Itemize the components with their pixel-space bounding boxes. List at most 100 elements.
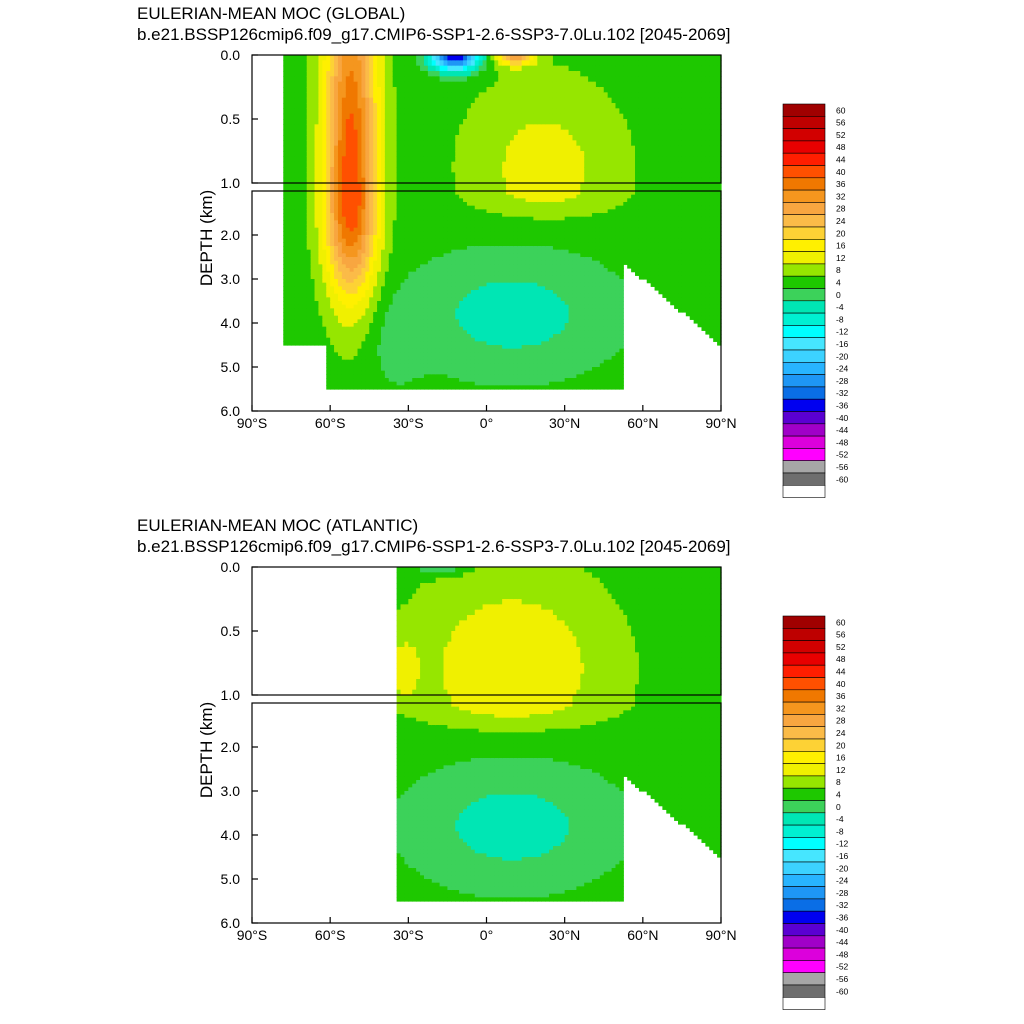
field-cell xyxy=(416,374,421,379)
field-cell xyxy=(345,55,351,61)
field-cell xyxy=(439,304,445,309)
field-cell xyxy=(416,260,421,265)
field-cell xyxy=(412,129,417,136)
field-cell xyxy=(494,235,499,240)
field-cell xyxy=(463,202,468,207)
field-cell xyxy=(334,282,339,287)
field-cell xyxy=(314,202,320,207)
field-cell xyxy=(291,242,296,247)
field-cell xyxy=(463,235,468,240)
field-cell xyxy=(431,268,437,273)
field-cell xyxy=(509,183,515,196)
field-cell xyxy=(377,323,382,328)
field-cell xyxy=(447,108,452,115)
field-cell xyxy=(392,378,398,383)
field-cell xyxy=(506,286,511,291)
field-cell xyxy=(373,356,378,361)
field-cell xyxy=(291,275,296,280)
field-cell xyxy=(283,156,288,163)
field-cell xyxy=(334,381,339,386)
field-cell xyxy=(388,140,394,147)
field-cell xyxy=(447,286,452,291)
field-cell xyxy=(294,167,300,173)
field-cell xyxy=(455,55,460,61)
field-cell xyxy=(361,92,366,99)
field-cell xyxy=(322,113,327,120)
field-cell xyxy=(478,293,484,298)
field-cell xyxy=(521,275,527,280)
field-cell xyxy=(470,268,476,273)
field-cell xyxy=(439,359,445,364)
field-cell xyxy=(435,103,441,109)
field-cell xyxy=(283,297,288,302)
field-cell xyxy=(521,242,527,247)
field-cell xyxy=(322,246,327,251)
field-cell xyxy=(416,108,421,115)
field-cell xyxy=(470,76,476,83)
field-cell xyxy=(470,194,476,199)
field-cell xyxy=(451,286,456,291)
field-cell xyxy=(416,124,421,131)
field-cell xyxy=(486,352,492,357)
field-cell xyxy=(443,205,449,210)
field-cell xyxy=(408,385,413,390)
field-cell xyxy=(420,140,425,147)
field-cell xyxy=(361,55,366,61)
field-cell xyxy=(431,55,437,61)
field-cell xyxy=(525,374,531,379)
field-cell xyxy=(306,337,312,342)
field-cell xyxy=(326,341,331,346)
field-cell xyxy=(451,312,456,317)
field-cell xyxy=(463,319,468,324)
field-cell xyxy=(396,119,402,125)
field-cell xyxy=(533,167,538,173)
field-cell xyxy=(361,97,366,104)
field-cell xyxy=(474,224,480,229)
field-cell xyxy=(330,172,335,179)
field-cell xyxy=(337,209,343,214)
field-cell xyxy=(334,341,339,346)
field-cell xyxy=(314,87,320,93)
field-cell xyxy=(533,253,538,258)
field-cell xyxy=(310,337,316,342)
field-cell xyxy=(463,198,468,203)
field-cell xyxy=(345,231,351,236)
field-cell xyxy=(533,367,538,372)
field-cell xyxy=(291,65,296,72)
field-cell xyxy=(447,172,452,179)
field-cell xyxy=(396,268,402,273)
field-cell xyxy=(412,202,417,207)
field-cell xyxy=(380,290,386,295)
field-cell xyxy=(302,97,308,104)
field-cell xyxy=(298,216,304,221)
field-cell xyxy=(400,246,406,251)
field-cell xyxy=(388,92,394,99)
field-cell xyxy=(447,282,452,287)
field-cell xyxy=(298,224,304,229)
field-cell xyxy=(384,315,390,320)
field-cell xyxy=(353,275,359,280)
field-cell xyxy=(427,271,433,276)
field-cell xyxy=(361,352,366,357)
field-cell xyxy=(431,145,437,152)
field-cell xyxy=(341,167,347,173)
field-cell xyxy=(326,381,331,386)
field-cell xyxy=(314,242,320,247)
field-cell xyxy=(384,76,390,83)
field-cell xyxy=(326,275,331,280)
field-cell xyxy=(392,367,398,372)
field-cell xyxy=(326,348,331,353)
field-cell xyxy=(533,227,538,232)
field-cell xyxy=(533,202,538,207)
field-cell xyxy=(517,385,523,390)
field-cell xyxy=(369,378,374,383)
field-cell xyxy=(420,235,425,240)
field-cell xyxy=(443,363,449,368)
field-cell xyxy=(521,177,527,184)
field-cell xyxy=(353,108,359,115)
field-cell xyxy=(404,264,409,269)
field-cell xyxy=(494,87,499,93)
field-cell xyxy=(513,103,519,109)
field-cell xyxy=(517,275,523,280)
field-cell xyxy=(357,282,363,287)
